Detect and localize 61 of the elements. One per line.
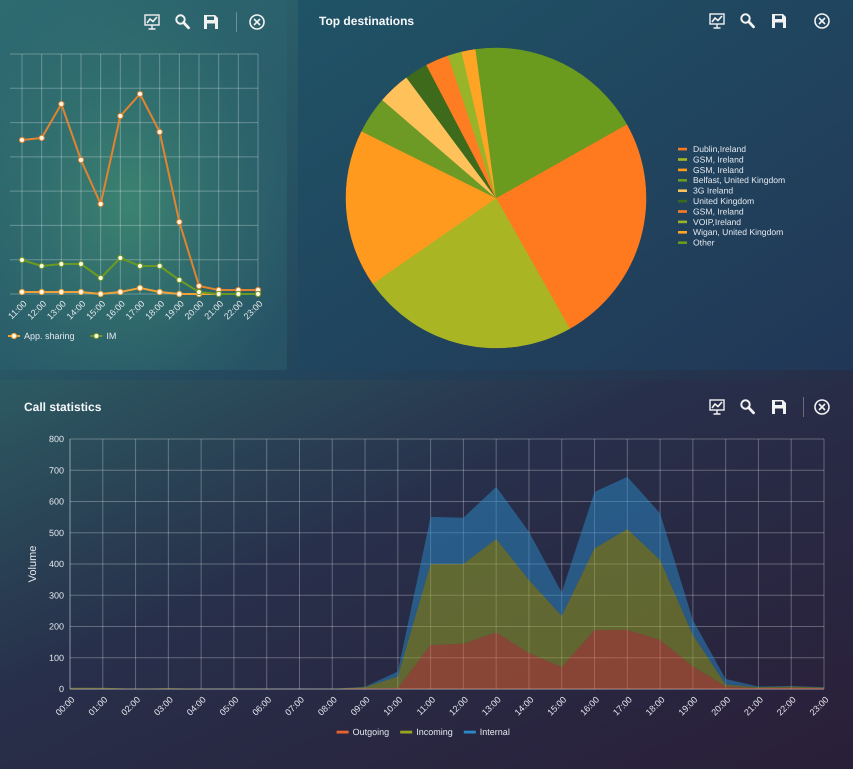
point xyxy=(98,200,104,208)
point xyxy=(176,276,182,284)
point xyxy=(78,156,84,164)
point xyxy=(117,288,124,296)
point xyxy=(98,274,104,282)
legend-label: GSM, Ireland xyxy=(693,206,744,216)
y-tick-label: 500 xyxy=(48,528,64,538)
legend-label: Internal xyxy=(480,727,510,738)
legend-label: Other xyxy=(693,238,715,248)
y-tick-label: 300 xyxy=(48,590,64,600)
point xyxy=(136,90,144,98)
legend-label: Wigan, United Kingdom xyxy=(693,227,784,238)
point xyxy=(196,282,202,290)
y-tick-label: 0 xyxy=(58,684,64,694)
point xyxy=(117,112,124,120)
legend-label: GSM, Ireland xyxy=(693,154,744,164)
point xyxy=(136,284,144,292)
legend-label: IM xyxy=(106,331,116,342)
y-axis-title: Volume xyxy=(27,546,39,582)
legend-label: VOIP,Ireland xyxy=(693,216,742,227)
chart-title: Top destinations xyxy=(319,14,414,28)
legend-label: GSM, Ireland xyxy=(693,164,744,175)
legend-label: App. sharing xyxy=(24,331,75,342)
point xyxy=(176,218,182,226)
legend-label: Dublin,Ireland xyxy=(693,144,746,154)
point xyxy=(156,288,163,296)
point xyxy=(156,262,163,270)
legend-label: Outgoing xyxy=(352,727,390,738)
legend-label: Incoming xyxy=(416,727,453,738)
legend-label: 3G Ireland xyxy=(693,186,734,196)
point xyxy=(156,128,163,136)
y-tick-label: 200 xyxy=(48,622,64,632)
pie-slice xyxy=(496,124,646,329)
pie-slice xyxy=(406,64,496,198)
legend-label: United Kingdom xyxy=(693,196,754,206)
point xyxy=(117,254,124,262)
pie-slice xyxy=(382,77,496,198)
point xyxy=(58,260,64,268)
point xyxy=(18,288,26,296)
y-tick-label: 100 xyxy=(48,652,64,663)
point xyxy=(18,136,26,144)
pie-slice xyxy=(426,56,496,198)
point xyxy=(98,290,104,298)
point xyxy=(38,134,45,142)
point xyxy=(78,288,84,296)
legend-label: Belfast, United Kingdom xyxy=(693,175,786,186)
point xyxy=(18,256,26,264)
y-tick-label: 400 xyxy=(48,559,64,570)
point xyxy=(136,262,144,270)
y-tick-label: 600 xyxy=(48,496,64,507)
y-tick-label: 700 xyxy=(48,465,64,476)
point xyxy=(38,262,45,270)
point xyxy=(38,288,45,296)
point xyxy=(78,260,84,268)
pie-slice xyxy=(448,52,496,198)
point xyxy=(176,290,182,298)
chart-title: Call statistics xyxy=(24,400,102,414)
point xyxy=(58,288,64,296)
point xyxy=(58,100,64,108)
pie-slice xyxy=(372,198,570,348)
y-tick-label: 800 xyxy=(48,434,64,444)
